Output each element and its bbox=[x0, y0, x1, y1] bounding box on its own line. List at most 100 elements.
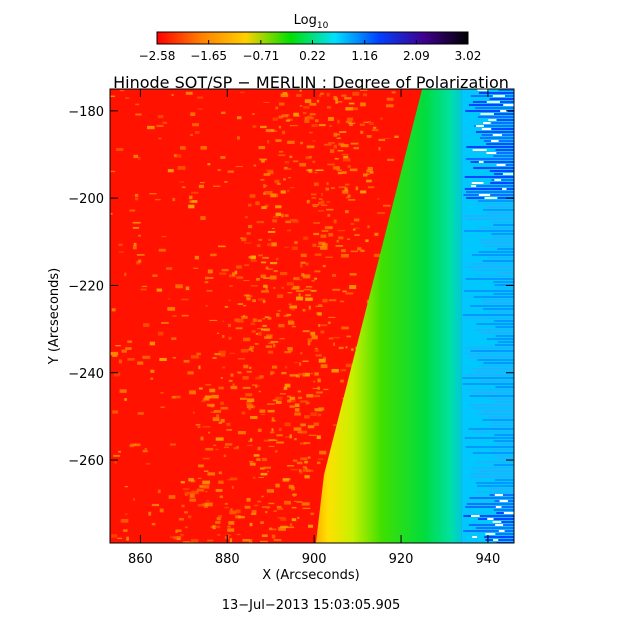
offdisk-stripe bbox=[493, 155, 514, 157]
plage-patch bbox=[242, 376, 249, 380]
plage-patch bbox=[314, 270, 321, 273]
plage-patch bbox=[254, 343, 259, 345]
plage-patch bbox=[342, 290, 347, 293]
offdisk-gap bbox=[503, 512, 514, 514]
plage-patch bbox=[232, 383, 235, 386]
plage-patch bbox=[145, 463, 151, 465]
offdisk-gap bbox=[496, 164, 506, 166]
plage-patch bbox=[263, 439, 271, 442]
offdisk-stripe bbox=[485, 245, 514, 247]
plage-patch bbox=[151, 522, 156, 526]
plage-patch bbox=[301, 502, 310, 506]
plage-patch bbox=[295, 296, 304, 301]
plage-patch bbox=[376, 198, 380, 200]
plage-patch bbox=[196, 352, 201, 356]
plage-patch bbox=[352, 228, 356, 231]
plage-patch bbox=[196, 488, 205, 492]
offdisk-stripe bbox=[464, 176, 514, 178]
plage-patch bbox=[205, 447, 214, 451]
plage-patch bbox=[349, 285, 357, 290]
plage-patch bbox=[276, 441, 284, 444]
plage-patch bbox=[338, 346, 344, 350]
plage-patch bbox=[275, 400, 282, 404]
plage-patch bbox=[327, 213, 331, 217]
plage-patch bbox=[298, 469, 302, 472]
offdisk-stripe bbox=[466, 218, 514, 220]
plage-patch bbox=[266, 334, 273, 339]
offdisk-stripe bbox=[481, 299, 514, 301]
offdisk-gap bbox=[486, 152, 497, 154]
x-tick-label: 900 bbox=[302, 552, 327, 567]
plage-patch bbox=[183, 511, 188, 514]
plage-patch bbox=[313, 232, 320, 236]
plage-patch bbox=[290, 523, 293, 527]
plage-patch bbox=[119, 89, 125, 92]
offdisk-stripe bbox=[478, 92, 514, 94]
plage-patch bbox=[318, 324, 321, 328]
plage-patch bbox=[220, 401, 224, 405]
plage-patch bbox=[277, 507, 284, 510]
plage-patch bbox=[210, 411, 216, 413]
offdisk-gap bbox=[472, 149, 487, 151]
plage-patch bbox=[261, 506, 270, 508]
plage-patch bbox=[292, 493, 297, 496]
plage-patch bbox=[321, 230, 329, 232]
offdisk-gap bbox=[492, 95, 506, 97]
plage-patch bbox=[352, 91, 360, 96]
plage-patch bbox=[278, 527, 286, 531]
plage-patch bbox=[326, 92, 330, 97]
plage-patch bbox=[283, 178, 286, 181]
plage-patch bbox=[133, 154, 139, 159]
offdisk-stripe bbox=[486, 212, 514, 214]
x-tick-label: 940 bbox=[476, 552, 501, 567]
plage-patch bbox=[324, 143, 332, 146]
offdisk-stripe bbox=[474, 329, 514, 331]
plage-patch bbox=[278, 115, 283, 119]
plage-patch bbox=[280, 271, 288, 276]
offdisk-stripe bbox=[491, 233, 514, 235]
plage-patch bbox=[167, 307, 176, 311]
plage-patch bbox=[339, 131, 347, 134]
offdisk-stripe bbox=[489, 257, 514, 259]
plage-patch bbox=[264, 204, 269, 208]
colorbar-tick-label: 2.09 bbox=[403, 49, 430, 63]
plage-patch bbox=[178, 517, 184, 521]
plage-patch bbox=[209, 388, 216, 393]
plage-patch bbox=[279, 393, 286, 395]
plage-patch bbox=[117, 537, 122, 539]
plage-patch bbox=[378, 147, 381, 151]
plage-patch bbox=[181, 504, 185, 508]
plage-patch bbox=[353, 147, 359, 150]
plage-patch bbox=[249, 462, 256, 466]
plage-patch bbox=[243, 280, 250, 282]
plage-patch bbox=[207, 269, 213, 274]
plage-patch bbox=[374, 232, 379, 236]
plage-patch bbox=[202, 457, 210, 460]
plage-patch bbox=[181, 314, 189, 317]
plage-patch bbox=[110, 170, 116, 173]
plage-patch bbox=[300, 263, 303, 268]
plage-patch bbox=[318, 241, 326, 245]
offdisk-gap bbox=[478, 194, 491, 196]
plage-patch bbox=[161, 236, 167, 238]
plage-patch bbox=[221, 111, 226, 114]
offdisk-stripe bbox=[465, 110, 514, 112]
plage-patch bbox=[366, 173, 370, 175]
plage-patch bbox=[318, 198, 323, 201]
offdisk-stripe bbox=[482, 419, 514, 421]
plage-patch bbox=[268, 502, 275, 505]
plage-patch bbox=[318, 94, 322, 97]
offdisk-gap bbox=[502, 173, 514, 175]
plage-patch bbox=[258, 146, 266, 150]
plage-patch bbox=[283, 314, 289, 317]
offdisk-stripe bbox=[469, 404, 514, 406]
offdisk-stripe bbox=[497, 458, 514, 460]
plage-patch bbox=[277, 294, 284, 299]
plage-patch bbox=[202, 480, 211, 485]
plage-patch bbox=[314, 253, 322, 256]
plage-patch bbox=[251, 512, 257, 515]
plage-patch bbox=[189, 498, 196, 502]
plage-patch bbox=[318, 210, 325, 212]
plage-patch bbox=[284, 383, 291, 388]
plage-patch bbox=[325, 187, 330, 191]
